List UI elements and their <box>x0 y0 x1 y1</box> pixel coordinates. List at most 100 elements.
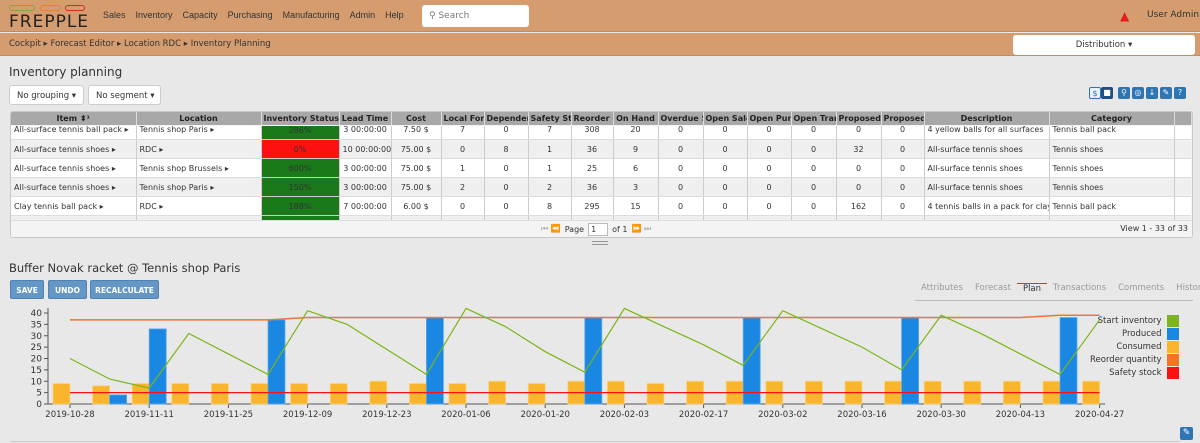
table-cell: 0 <box>703 177 748 197</box>
table-cell: 36 <box>571 177 614 197</box>
column-header[interactable]: Open Sales <box>703 112 748 125</box>
table-cell: 1 <box>441 158 485 178</box>
column-header[interactable]: Location <box>136 112 262 125</box>
table-cell: 0 <box>881 126 925 140</box>
table-cell: 0 <box>441 139 485 159</box>
legend-item[interactable]: Consumed <box>1090 340 1179 353</box>
table-cell: 0 <box>703 139 748 159</box>
menu-purchasing[interactable]: Purchasing <box>227 10 273 20</box>
tab-attributes[interactable]: Attributes <box>921 283 963 293</box>
column-header[interactable]: Overdue Sales <box>658 112 704 125</box>
warning-icon[interactable]: ▲ <box>1120 9 1130 23</box>
x-tick-label: 2020-03-02 <box>758 410 807 420</box>
table-row[interactable]: All-surface tennis ball pack ▸ Tennis sho… <box>11 126 1191 140</box>
menu-manufacturing[interactable]: Manufacturing <box>282 10 340 20</box>
column-header[interactable]: Open Transfers <box>791 112 837 125</box>
table-row[interactable]: All-surface tennis shoes ▸ RDC ▸ 0% 10 00:0… <box>11 139 1191 159</box>
column-header[interactable]: On Hand <box>613 112 659 125</box>
menu-capacity[interactable]: Capacity <box>182 10 218 20</box>
search-input[interactable]: ⚲ Search <box>422 5 529 27</box>
menu-help[interactable]: Help <box>385 10 404 20</box>
table-cell: Tennis ball pack <box>1049 126 1175 140</box>
column-header[interactable]: Category <box>1049 112 1175 125</box>
breadcrumb-forecast-editor[interactable]: Forecast Editor <box>50 39 115 49</box>
legend-label: Consumed <box>1116 341 1162 352</box>
table-cell: 0 <box>658 158 704 178</box>
grid-body[interactable]: All-surface tennis ball pack ▸ Tennis sho… <box>11 126 1191 220</box>
x-tick-label: 2019-11-25 <box>204 410 253 420</box>
truck-icon[interactable]: ■ <box>1101 87 1113 99</box>
inventory-status-cell: 188% <box>260 196 340 216</box>
search-placeholder: Search <box>438 11 470 21</box>
grid-header: Item ⬍¹ Location Inventory Status Lead Time… <box>11 112 1192 125</box>
distribution-dropdown[interactable]: Distribution ▾ <box>1013 35 1195 55</box>
table-row[interactable]: Clay tennis ball pack ▸ RDC ▸ 188% 7 00:00:… <box>11 196 1191 216</box>
breadcrumb-location-rdc[interactable]: Location RDC <box>124 39 182 49</box>
help-icon[interactable]: ? <box>1174 87 1186 99</box>
page-count: of 1 <box>612 224 628 234</box>
legend-item[interactable]: Start inventory <box>1090 314 1179 327</box>
column-header[interactable]: Dependent <box>484 112 529 125</box>
produced-bar <box>148 328 167 405</box>
download-icon[interactable]: ↓ <box>1146 87 1158 99</box>
column-header[interactable]: Safety Stock <box>528 112 572 125</box>
tab-history[interactable]: History <box>1176 283 1200 293</box>
recalculate-button[interactable]: RECALCULATE <box>90 280 159 299</box>
clock-icon[interactable]: ◎ <box>1132 87 1144 99</box>
column-header[interactable]: Reorder Quantity <box>571 112 614 125</box>
view-count: View 1 - 33 of 33 <box>1120 224 1188 233</box>
resize-handle[interactable] <box>592 241 608 245</box>
menu-inventory[interactable]: Inventory <box>135 10 173 20</box>
tab-forecast[interactable]: Forecast <box>974 283 1011 293</box>
column-header[interactable]: Open Purchases <box>747 112 792 125</box>
column-header[interactable]: Description <box>924 112 1050 125</box>
table-cell: All-surface tennis shoes ▸ <box>11 158 137 178</box>
tab-comments[interactable]: Comments <box>1118 283 1165 293</box>
legend-item[interactable]: Reorder quantity <box>1090 353 1179 366</box>
table-cell <box>1174 215 1191 220</box>
wrench-icon[interactable]: ✎ <box>1180 427 1193 440</box>
logo-pill-orange <box>40 5 61 11</box>
page-input[interactable]: 1 <box>588 222 609 236</box>
menu-admin[interactable]: Admin <box>349 10 376 20</box>
legend-item[interactable]: Produced <box>1090 327 1179 340</box>
table-row[interactable]: All-surface tennis shoes ▸ Tennis shop Br… <box>11 158 1191 178</box>
table-cell: Tennis shop Brussels ▸ <box>136 158 262 178</box>
segment-dropdown[interactable]: No segment ▾ <box>88 85 161 105</box>
first-page-icon[interactable]: ⏮ ⏪ <box>541 224 561 233</box>
table-cell: 0 <box>747 158 792 178</box>
column-header[interactable]: Local Forecast <box>441 112 485 125</box>
save-button[interactable]: SAVE <box>10 280 44 299</box>
currency-toggle[interactable]: $ <box>1089 87 1101 99</box>
legend-item[interactable]: Safety stock <box>1090 366 1179 379</box>
wrench-icon[interactable]: ✎ <box>1160 87 1172 99</box>
column-header[interactable] <box>1174 112 1192 125</box>
breadcrumb-cockpit[interactable]: Cockpit <box>9 39 41 49</box>
column-header[interactable]: Inventory Status <box>261 112 340 125</box>
last-page-icon[interactable]: ⏩ ⏭ <box>631 224 652 233</box>
column-header[interactable]: Item ⬍¹ <box>11 112 137 125</box>
table-row[interactable]: All-surface tennis shoes ▸ Tennis shop Pa… <box>11 177 1191 197</box>
undo-button[interactable]: UNDO <box>48 280 87 299</box>
search-icon[interactable]: ⚲ <box>1118 87 1130 99</box>
grouping-dropdown[interactable]: No grouping ▾ <box>9 85 84 105</box>
column-header[interactable]: Cost <box>391 112 442 125</box>
menu-sales[interactable]: Sales <box>103 10 126 20</box>
table-row-partial[interactable] <box>11 215 1191 220</box>
table-cell: 75.00 $ <box>391 177 442 197</box>
consumed-bar <box>408 383 427 405</box>
column-header[interactable]: Proposed <box>836 112 882 125</box>
column-header[interactable]: Lead Time <box>339 112 392 125</box>
breadcrumb: Cockpit ▸ Forecast Editor ▸ Location RDC… <box>9 39 271 49</box>
column-header[interactable]: Proposed <box>881 112 925 125</box>
table-cell: Tennis shoes <box>1049 158 1175 178</box>
table-cell: 36 <box>571 139 614 159</box>
frepple-logo[interactable]: FREPPLE <box>9 5 89 32</box>
user-menu[interactable]: User Admin <box>1147 10 1200 20</box>
table-cell <box>441 215 485 220</box>
breadcrumb-inventory-planning[interactable]: Inventory Planning <box>190 39 271 49</box>
table-cell <box>1174 126 1191 140</box>
tab-transactions[interactable]: Transactions <box>1053 283 1107 293</box>
y-tick-label: 20 <box>31 355 43 365</box>
tab-plan[interactable]: Plan <box>1016 283 1048 300</box>
